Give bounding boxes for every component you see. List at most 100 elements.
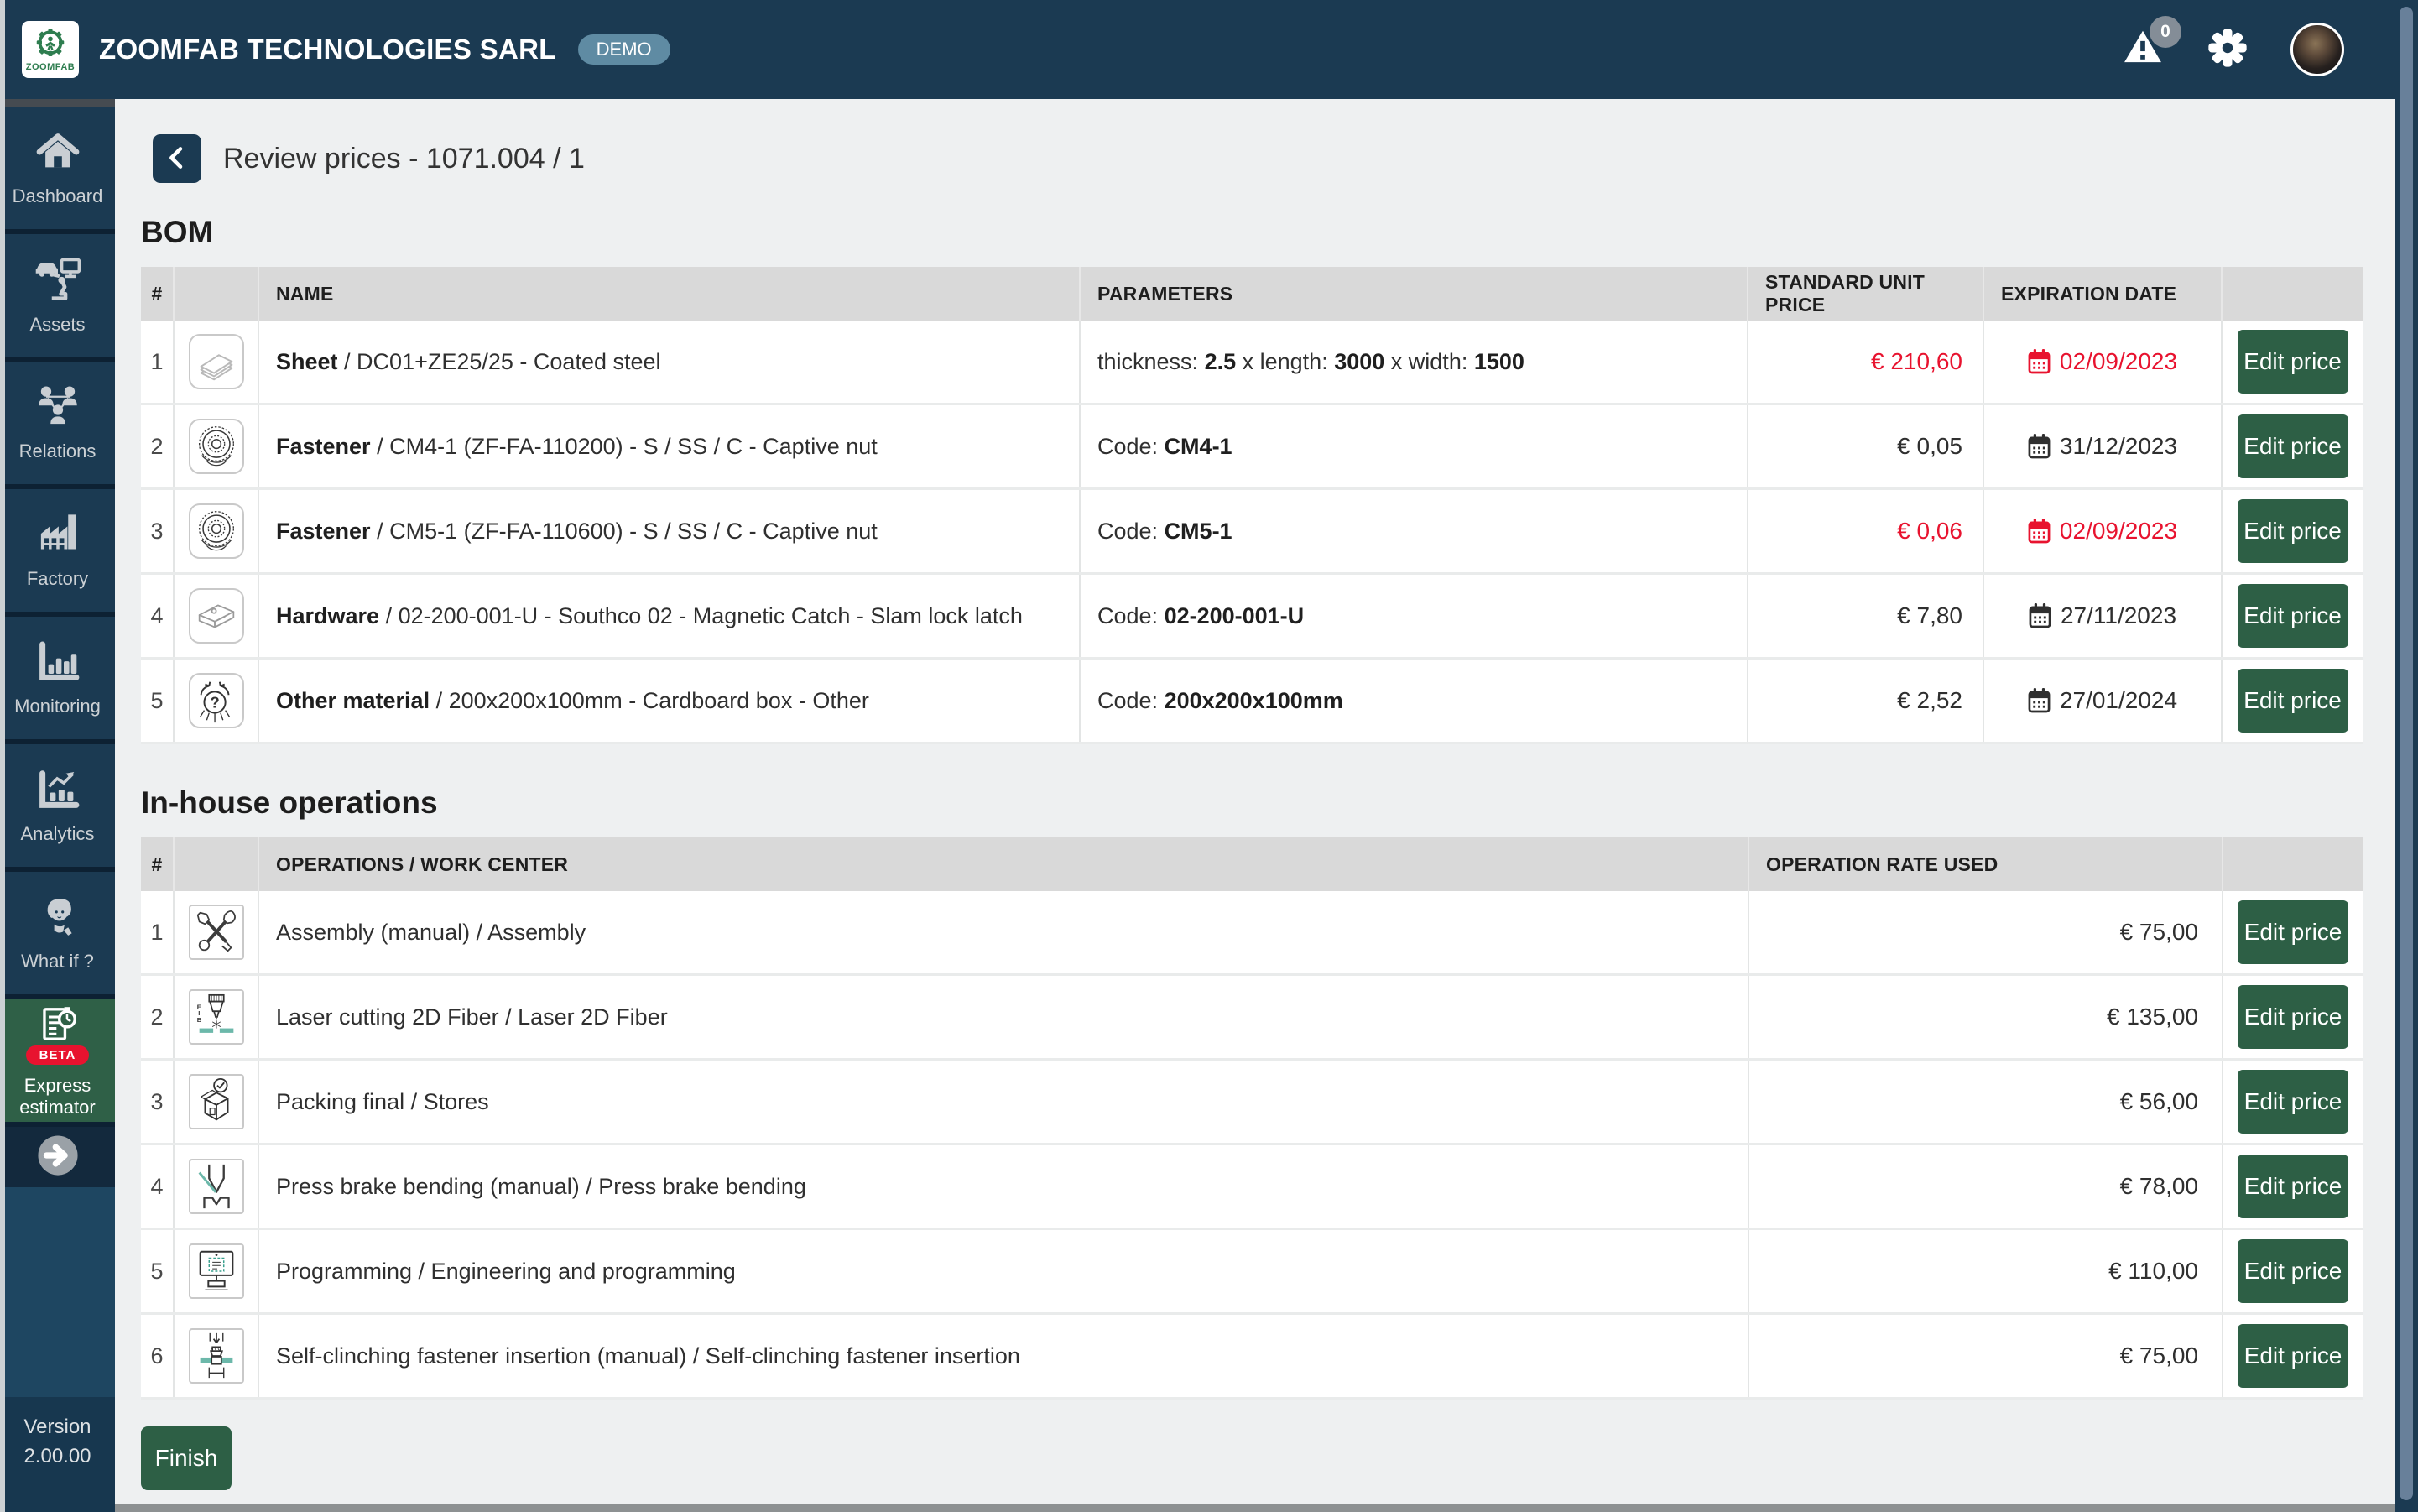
window-edge (0, 0, 5, 1512)
item-description: / 200x200x100mm - Cardboard box - Other (430, 687, 869, 713)
sidebar-item-what-if[interactable]: What if ? (0, 872, 115, 999)
vertical-scrollbar[interactable] (2395, 0, 2418, 1512)
edit-price-button[interactable]: Edit price (2237, 669, 2348, 733)
finish-button[interactable]: Finish (141, 1426, 232, 1490)
edit-price-button[interactable]: Edit price (2237, 584, 2348, 648)
sidebar-item-label: Analytics (20, 823, 95, 845)
sidebar-item-assets[interactable]: Assets (0, 234, 115, 362)
parameter-label: Code: (1097, 687, 1165, 713)
home-icon (34, 128, 81, 175)
parameter-value: 3000 (1334, 348, 1385, 374)
item-type: Hardware (276, 602, 380, 628)
edit-price-button[interactable]: Edit price (2238, 985, 2348, 1049)
parameter-value: 02-200-001-U (1164, 602, 1305, 628)
bom-table-header: # NAME PARAMETERS STANDARD UNIT PRICE EXPIRA… (141, 267, 2363, 321)
self-clinching-icon (188, 1328, 244, 1384)
operation-rate: € 110,00 (1749, 1230, 2223, 1312)
item-name: Other material / 200x200x100mm - Cardboa… (259, 660, 1081, 742)
zoomfab-logo-icon (32, 27, 69, 65)
gear-icon (2207, 27, 2249, 73)
edit-price-button[interactable]: Edit price (2238, 1070, 2348, 1134)
operation-name: Laser cutting 2D Fiber / Laser 2D Fiber (259, 976, 1749, 1058)
row-icon-cell: ? (175, 660, 259, 742)
item-description: / CM5-1 (ZF-FA-110600) - S / SS / C - Ca… (370, 518, 878, 544)
operations-table-header: # OPERATIONS / WORK CENTER OPERATION RATE … (141, 837, 2363, 891)
bom-table: # NAME PARAMETERS STANDARD UNIT PRICE EXPIRA… (141, 267, 2363, 744)
expiration-date: 27/01/2024 (1984, 660, 2223, 742)
vertical-scrollbar-thumb[interactable] (2400, 7, 2413, 1500)
edit-price-button[interactable]: Edit price (2238, 900, 2348, 964)
analytics-icon (34, 766, 81, 813)
warning-triangle-icon (2121, 30, 2165, 73)
calendar-icon (2029, 603, 2051, 628)
expiration-date: 02/09/2023 (1984, 490, 2223, 572)
expiration-date-text: 02/09/2023 (2059, 518, 2178, 544)
operation-row: 5 Programming / Engineering and programmi… (141, 1230, 2363, 1315)
sidebar-item-express-estimator[interactable]: BETA Express estimator (0, 999, 115, 1127)
sidebar-item-label: Express estimator (19, 1075, 96, 1118)
item-parameters: Code: CM5-1 (1081, 490, 1748, 572)
item-parameters: thickness: 2.5 x length: 3000 x width: 1… (1081, 321, 1748, 403)
column-header-: # (141, 267, 175, 321)
row-action-cell: Edit price (2223, 1145, 2363, 1228)
operation-row: 3 Packing final / Stores € 56,00 Edit price (141, 1061, 2363, 1145)
row-action-cell: Edit price (2223, 1230, 2363, 1312)
press-brake-icon (188, 1159, 244, 1214)
zoomfab-logo: ZOOMFAB (22, 21, 79, 78)
user-avatar[interactable] (2290, 23, 2344, 76)
operation-row: 6 Self-clinching fastener insertion (manu… (141, 1315, 2363, 1400)
item-parameters: Code: CM4-1 (1081, 405, 1748, 487)
edit-price-button[interactable]: Edit price (2237, 499, 2348, 563)
notifications-button[interactable]: 0 (2121, 15, 2181, 74)
row-action-cell: Edit price (2223, 1061, 2363, 1143)
back-button[interactable] (153, 134, 201, 183)
sidebar-item-label: What if ? (21, 951, 94, 972)
svg-text:B: B (196, 1016, 201, 1024)
svg-text:F: F (196, 1003, 201, 1010)
edit-price-button[interactable]: Edit price (2238, 1239, 2348, 1303)
topbar-actions: 0 (2121, 15, 2344, 76)
sidebar-item-factory[interactable]: Factory (0, 489, 115, 617)
item-type: Sheet (276, 348, 338, 374)
settings-button[interactable] (2207, 27, 2249, 73)
row-number: 3 (141, 490, 175, 572)
calendar-icon (2028, 434, 2051, 459)
bom-row: 5? Other material / 200x200x100mm - Cardb… (141, 660, 2363, 744)
captive-nut-icon (188, 503, 244, 559)
operations-heading: In-house operations (141, 785, 438, 820)
sheet-icon (188, 334, 244, 389)
expiration-date-text: 31/12/2023 (2059, 433, 2178, 459)
row-action-cell: Edit price (2223, 976, 2363, 1058)
expiration-date: 31/12/2023 (1984, 405, 2223, 487)
row-number: 1 (141, 891, 175, 973)
top-bar: ZOOMFAB ZOOMFAB TECHNOLOGIES SARL DEMO 0 (0, 0, 2418, 99)
row-icon-cell (175, 1315, 259, 1397)
edit-price-button[interactable]: Edit price (2238, 1324, 2348, 1388)
item-name: Fastener / CM4-1 (ZF-FA-110200) - S / SS… (259, 405, 1081, 487)
unit-price: € 210,60 (1748, 321, 1984, 403)
horizontal-scrollbar[interactable] (115, 1504, 2395, 1512)
column-header-: # (141, 837, 175, 891)
operation-rate: € 56,00 (1749, 1061, 2223, 1143)
sidebar-item-analytics[interactable]: Analytics (0, 744, 115, 872)
row-icon-cell (175, 1061, 259, 1143)
operation-name: Packing final / Stores (259, 1061, 1749, 1143)
edit-price-button[interactable]: Edit price (2237, 330, 2348, 394)
operation-rate: € 75,00 (1749, 891, 2223, 973)
row-number: 2 (141, 405, 175, 487)
sidebar-item-dashboard[interactable]: Dashboard (0, 107, 115, 234)
row-icon-cell (175, 575, 259, 657)
sidebar-item-monitoring[interactable]: Monitoring (0, 617, 115, 744)
parameter-value: 200x200x100mm (1164, 687, 1343, 713)
sidebar-filler (0, 1187, 115, 1397)
item-description: / 02-200-001-U - Southco 02 - Magnetic C… (379, 602, 1023, 628)
svg-text:?: ? (210, 694, 219, 712)
parameter-label: thickness: (1097, 348, 1205, 374)
edit-price-button[interactable]: Edit price (2237, 414, 2348, 478)
operation-row: 1 Assembly (manual) / Assembly € 75,00 Edit… (141, 891, 2363, 976)
edit-price-button[interactable]: Edit price (2238, 1155, 2348, 1218)
sidebar-item-relations[interactable]: Relations (0, 362, 115, 489)
sidebar-collapse-button[interactable] (0, 1127, 115, 1187)
row-number: 5 (141, 660, 175, 742)
